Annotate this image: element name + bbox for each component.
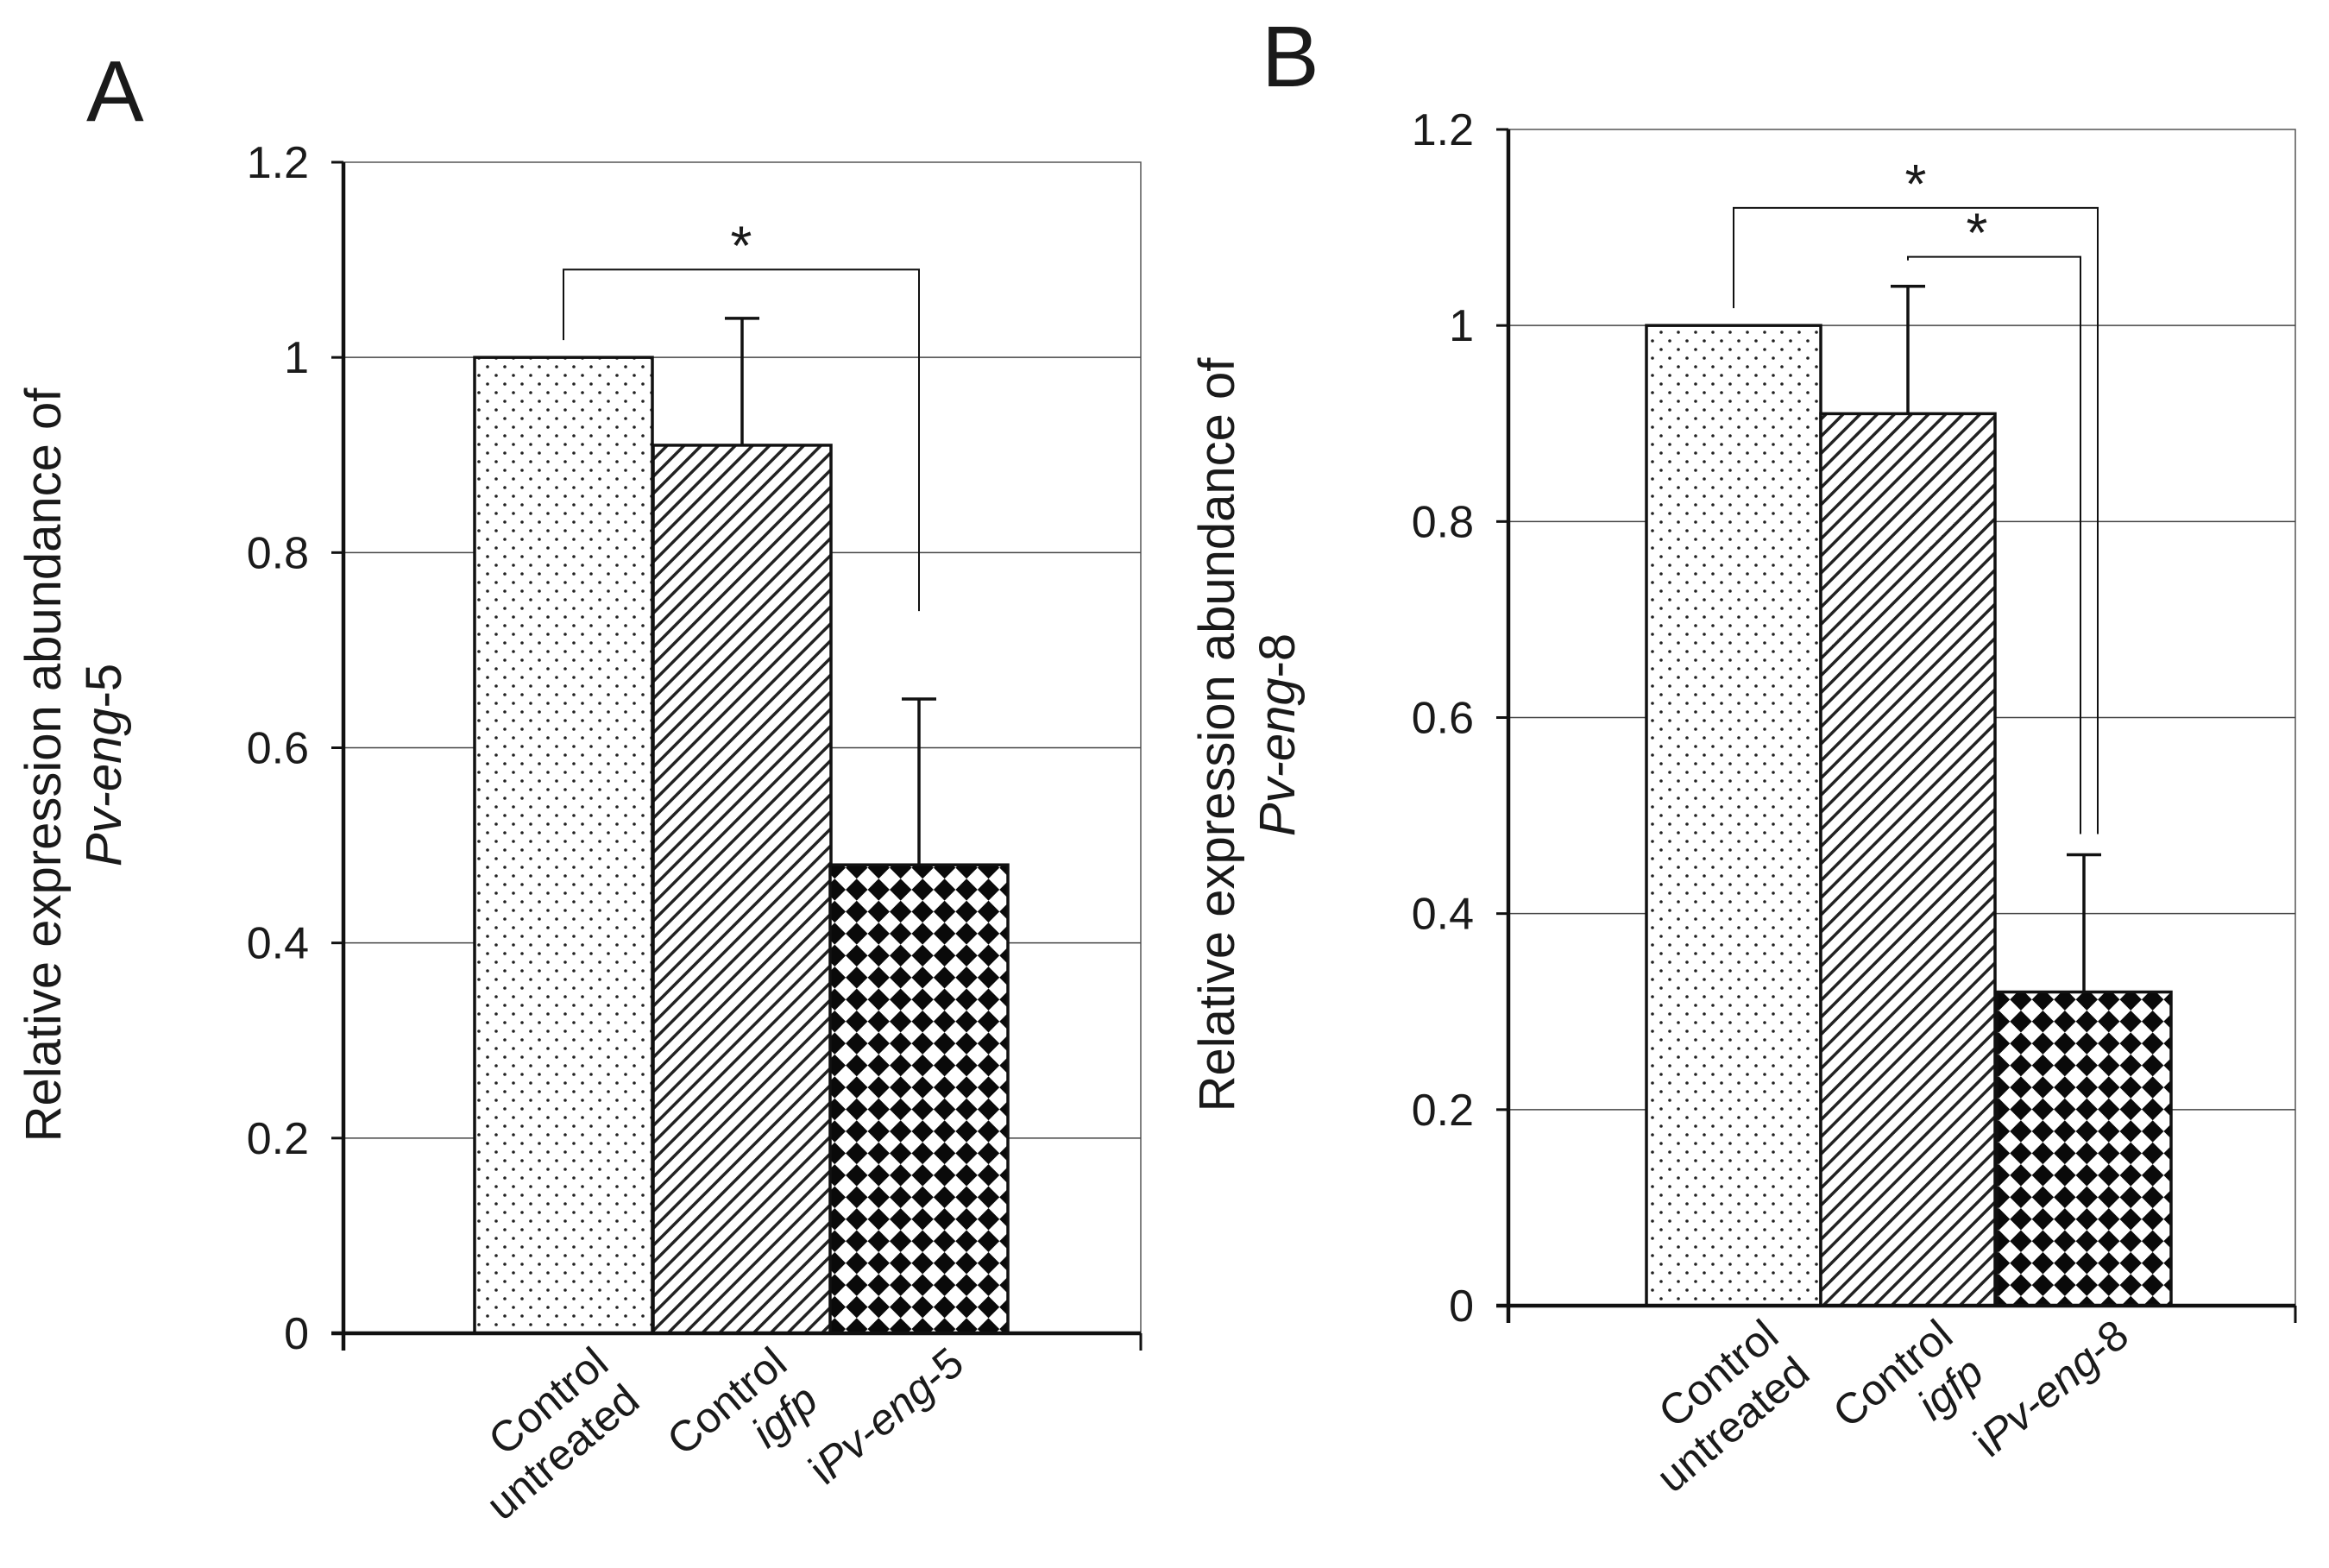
y-tick-label: 1: [1449, 301, 1474, 351]
panel-label: B: [1262, 9, 1319, 105]
y-tick-label: 0.8: [1412, 497, 1474, 547]
y-axis-label-gene: Pv-eng-5: [76, 664, 132, 866]
significance-label: *: [1905, 153, 1927, 215]
bar: [1995, 990, 2173, 1307]
y-tick-label: 1.2: [1412, 105, 1474, 155]
bar: [1819, 412, 1997, 1307]
y-tick-label: 0.4: [1412, 890, 1474, 940]
y-axis-label-gene: Pv-eng-8: [1249, 633, 1306, 836]
category-label: Controligfp: [658, 1338, 827, 1502]
y-tick-label: 1: [284, 333, 309, 383]
significance-bracket: [563, 268, 920, 612]
panel-a: 0 0.2 0.4 0.6 0.8 1 1.2 * Controluntreated Contro…: [16, 43, 1142, 1530]
y-axis-label: Relative expression abundance of: [16, 387, 72, 1143]
significance-label: *: [731, 214, 752, 276]
y-tick-label: 0.4: [247, 919, 309, 969]
significance-bracket: [1907, 255, 2081, 834]
y-tick-label: 0.8: [247, 528, 309, 578]
category-label: iPv-eng-5: [800, 1338, 973, 1494]
y-tick-label: 0: [284, 1309, 309, 1359]
y-tick-label: 1.2: [247, 138, 309, 188]
bar: [828, 863, 1010, 1335]
panel-b: 0 0.2 0.4 0.6 0.8 1 1.2 * * Controluntreated Contr…: [1189, 9, 2297, 1502]
bar: [1645, 324, 1822, 1307]
category-label: iPv-eng-8: [1965, 1311, 2137, 1466]
category-label: Controligfp: [1824, 1311, 1992, 1474]
y-tick-label: 0: [1449, 1281, 1474, 1332]
bar: [651, 444, 833, 1335]
y-tick-label: 0.2: [1412, 1086, 1474, 1136]
y-tick-label: 0.2: [247, 1114, 309, 1164]
category-label: Controluntreated: [446, 1338, 648, 1530]
y-tick-label: 0.6: [1412, 694, 1474, 744]
y-tick-label: 0.6: [247, 724, 309, 774]
panel-label: A: [86, 43, 144, 140]
bar: [473, 356, 654, 1335]
category-label: Controluntreated: [1616, 1311, 1818, 1502]
significance-label: *: [1967, 202, 1988, 264]
significance-bracket: [1733, 206, 2099, 834]
y-axis-label: Relative expression abundance of: [1189, 357, 1245, 1112]
